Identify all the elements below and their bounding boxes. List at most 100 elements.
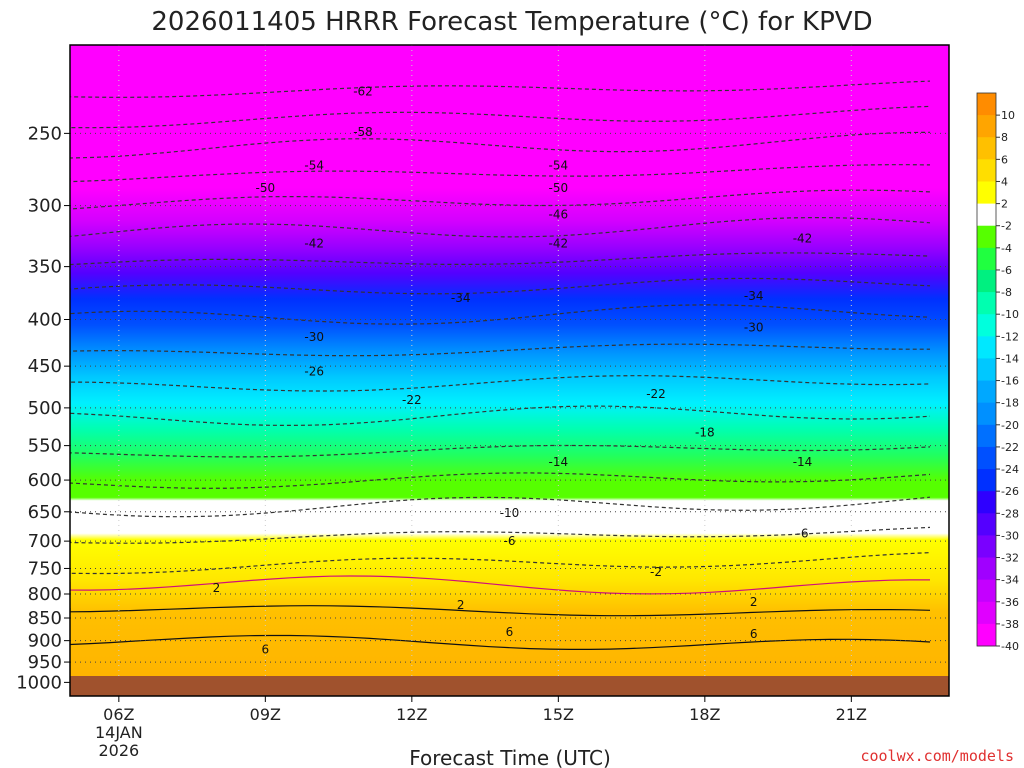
x-axis-label: Forecast Time (UTC) (409, 746, 611, 768)
contour-label: -30 (744, 320, 764, 334)
colorbar-label: -6 (1001, 264, 1012, 277)
y-tick-label: 700 (28, 531, 62, 552)
y-tick-label: 850 (28, 608, 62, 629)
y-tick-label: 300 (28, 196, 62, 217)
contour-label: -18 (695, 425, 715, 439)
grid-lines (70, 45, 949, 696)
isotherm-line (70, 496, 931, 518)
colorbar-swatch (977, 137, 996, 160)
colorbar-label: -32 (1001, 552, 1019, 565)
colorbar-swatch (977, 469, 996, 492)
colorbar-swatch (977, 513, 996, 536)
colorbar-swatch (977, 181, 996, 204)
contour-labels: -62-58-54 -54-50 -50-46-42 -42 -42-34 -34-30-… (213, 85, 813, 657)
contour-label: -22 (402, 393, 422, 407)
y-tick-label: 1000 (16, 672, 62, 693)
isotherm-line (70, 526, 931, 544)
colorbar-swatch (977, 535, 996, 558)
colorbar-swatch (977, 115, 996, 138)
plot-area: -62-58-54 -54-50 -50-46-42 -42 -42-34 -34-30-… (70, 45, 949, 696)
colorbar-swatch (977, 292, 996, 315)
terrain-surface (70, 676, 949, 696)
colorbar-label: -36 (1001, 596, 1019, 609)
colorbar-label: -12 (1001, 330, 1019, 343)
colorbar-swatch (977, 557, 996, 581)
isotherm-line (70, 605, 931, 617)
isotherm-line (70, 634, 931, 650)
isotherm-line (70, 343, 930, 357)
y-tick-label: 600 (28, 470, 62, 491)
contour-label: -10 (500, 506, 520, 520)
credit-text: coolwx.com/models (860, 747, 1014, 765)
contour-label: -42 (793, 231, 813, 245)
colorbar-label: -22 (1001, 441, 1019, 454)
colorbar-label: -24 (1001, 463, 1019, 476)
x-tick-label: 09Z (250, 705, 281, 724)
y-tick-label: 650 (28, 502, 62, 523)
colorbar-swatch (977, 446, 996, 470)
colorbar-label: -26 (1001, 485, 1019, 498)
isotherm-line (70, 444, 931, 458)
contour-label: -2 (650, 565, 662, 579)
y-tick-label: 350 (28, 257, 62, 278)
contour-label: -34 (451, 291, 471, 305)
colorbar-label: -10 (1001, 308, 1019, 321)
contour-label: -14 (549, 455, 569, 469)
contour-label: -50 (256, 181, 276, 195)
y-tick-label: 450 (28, 356, 62, 377)
x-date-label: 2026 (98, 741, 139, 760)
colorbar-swatch (977, 380, 996, 404)
y-tick-label: 400 (28, 310, 62, 331)
isotherm-line (70, 216, 931, 238)
y-tick-label: 950 (28, 652, 62, 673)
colorbar-label: -40 (1001, 640, 1019, 653)
colorbar-swatch (977, 93, 996, 116)
contour-label: 6 (262, 642, 270, 656)
colorbar-swatch (977, 314, 996, 337)
contour-label: 2 (457, 598, 465, 612)
isotherm-line (70, 164, 931, 183)
contour-label: -42 (549, 236, 569, 250)
isotherm-line (70, 304, 931, 325)
isotherm-line (70, 575, 930, 595)
colorbar-swatch (977, 247, 996, 271)
chart-title: 2026011405 HRRR Forecast Temperature (°C… (151, 7, 872, 37)
colorbar-label: -4 (1001, 242, 1012, 255)
colorbar-swatch (977, 623, 996, 647)
contour-label: 2 (750, 595, 758, 609)
colorbar: 10 8 6 4 2 -2 -4 -6 -8 -10 -12 -14 -16 -18 -20 -22 -24 -2… (976, 92, 1019, 653)
isotherm-line (70, 252, 931, 266)
contour-label: -62 (353, 85, 373, 99)
contour-label: -22 (646, 387, 666, 401)
colorbar-label: -38 (1001, 618, 1019, 631)
colorbar-label: 4 (1001, 175, 1008, 188)
colorbar-label: 8 (1001, 131, 1008, 144)
y-tick-label: 800 (28, 584, 62, 605)
y-tick-label: 550 (28, 436, 62, 457)
x-tick-label: 21Z (836, 705, 867, 724)
isotherm-line (70, 131, 931, 159)
contour-label: -34 (744, 289, 764, 303)
colorbar-swatch (977, 601, 996, 625)
colorbar-label: -16 (1001, 375, 1019, 388)
isotherm-line (70, 472, 931, 489)
contour-label: -6 (797, 527, 809, 541)
contour-label: -46 (549, 208, 569, 222)
colorbar-swatch (977, 491, 996, 514)
colorbar-swatch (977, 203, 996, 227)
contour-label: -50 (549, 181, 569, 195)
colorbar-label: 10 (1001, 109, 1015, 122)
x-tick-label: 15Z (543, 705, 574, 724)
y-axis: 2503003504004505005506006507007508008509… (16, 123, 70, 693)
colorbar-label: 6 (1001, 153, 1008, 166)
contour-label: -14 (793, 455, 813, 469)
colorbar-swatch (977, 159, 996, 182)
colorbar-swatch (977, 358, 996, 381)
y-tick-label: 500 (28, 398, 62, 419)
contour-label: -42 (304, 236, 324, 250)
contour-label: 6 (750, 627, 758, 641)
colorbar-label: -2 (1001, 220, 1012, 233)
colorbar-label: 2 (1001, 198, 1008, 211)
isotherm-line (70, 405, 931, 427)
